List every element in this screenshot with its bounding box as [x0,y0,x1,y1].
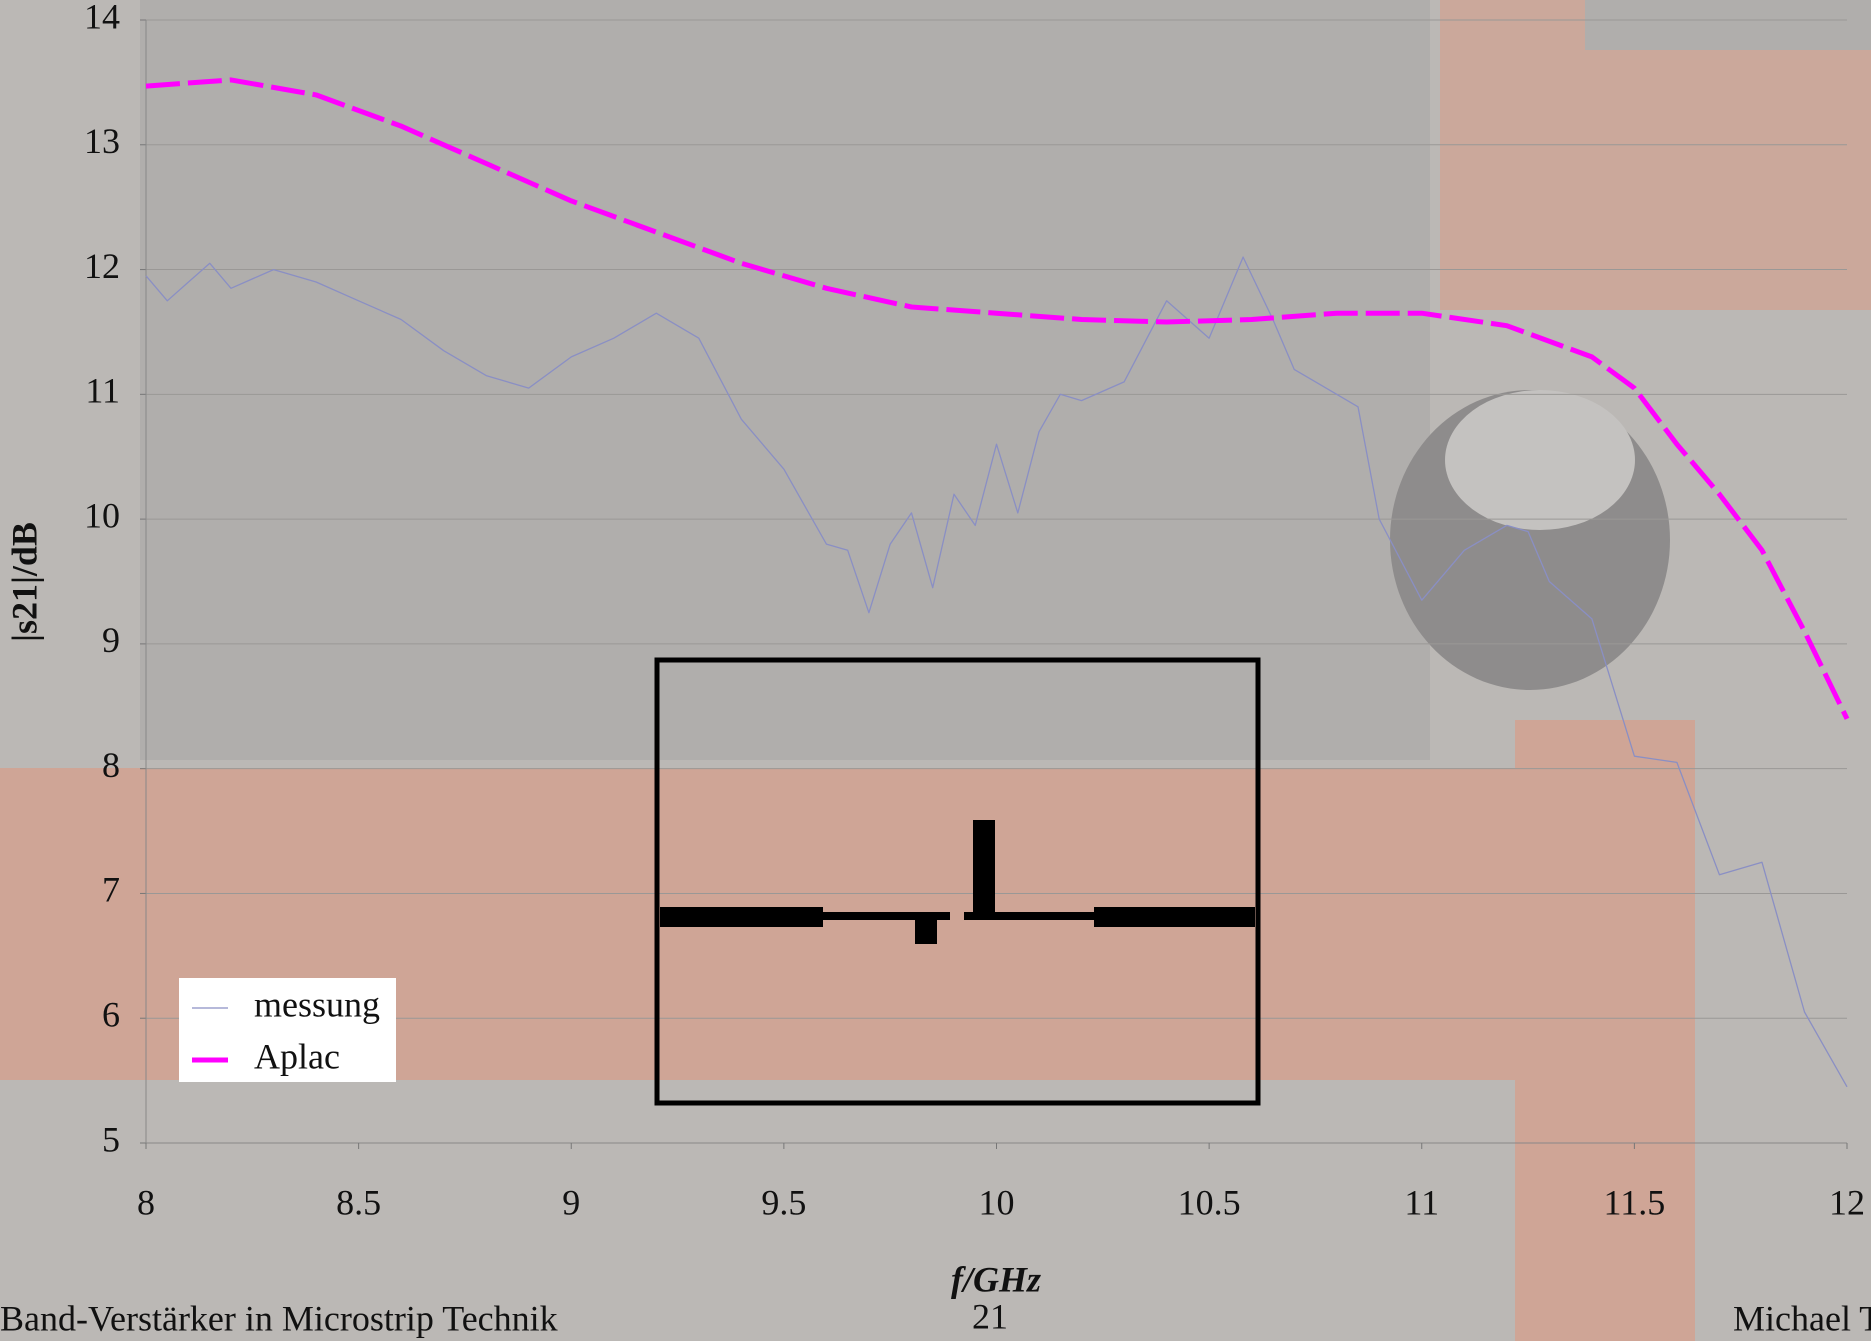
microstrip-stub [915,920,937,944]
y-axis-label: |s21|/dB [4,522,44,642]
x-tick-label: 11 [1404,1182,1439,1222]
footer-right: Michael T [1733,1298,1871,1338]
y-tick-label: 6 [102,994,120,1034]
y-tick-label: 9 [102,620,120,660]
x-tick-label: 12 [1829,1182,1865,1222]
legend: messung Aplac [179,978,396,1082]
y-tick-label: 13 [84,121,120,161]
photo-dark [1585,0,1871,50]
microstrip [660,907,823,927]
page-number: 21 [972,1296,1008,1336]
photo-dark [140,0,1430,760]
x-tick-label: 8.5 [336,1182,381,1222]
chart: messung Aplac 5 6 7 8 9 10 11 12 13 14 8 8.5 9 9.5 10 10… [0,0,1871,1341]
x-axis-label: f/GHz [951,1259,1041,1299]
footer-left: Band-Verstärker in Microstrip Technik [0,1298,558,1338]
legend-label: Aplac [254,1036,340,1076]
x-tick-label: 10 [979,1182,1015,1222]
y-tick-label: 14 [84,0,120,36]
y-tick-label: 12 [84,246,120,286]
y-tick-label: 7 [102,870,120,910]
photo-stripe [1515,720,1695,1341]
microstrip-stub [973,820,995,915]
x-tick-label: 9.5 [761,1182,806,1222]
y-tick-label: 5 [102,1119,120,1159]
y-tick-label: 8 [102,745,120,785]
x-tick-label: 10.5 [1178,1182,1241,1222]
microstrip [1094,907,1255,927]
y-tick-label: 11 [85,371,120,411]
x-tick-label: 8 [137,1182,155,1222]
y-tick-label: 10 [84,495,120,535]
microstrip [823,912,950,920]
x-tick-label: 11.5 [1604,1182,1666,1222]
photo-component [1445,390,1635,530]
legend-label: messung [254,984,380,1024]
x-tick-label: 9 [562,1182,580,1222]
